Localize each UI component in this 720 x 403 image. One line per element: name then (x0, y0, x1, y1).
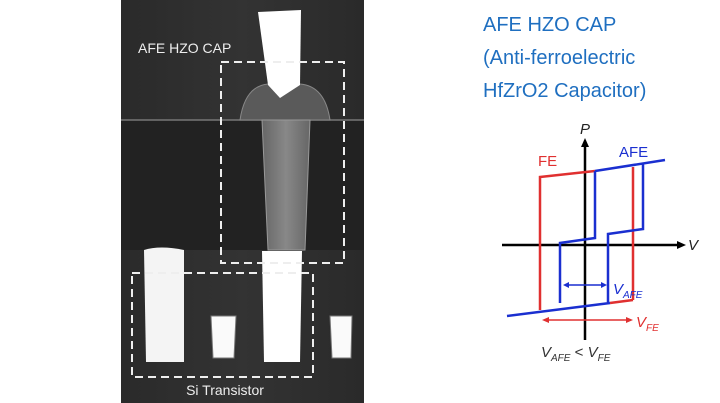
transistor-label: Si Transistor (186, 382, 264, 398)
y-axis-arrow (581, 138, 589, 147)
v-afe-label: VAFE (613, 281, 643, 301)
left-contact (144, 247, 184, 362)
top-contact (258, 10, 301, 98)
title-line-3: HfZrO2 Capacitor) (483, 80, 647, 102)
x-axis-arrow (677, 241, 686, 249)
p-axis-label: P (580, 121, 590, 138)
relation-label: VAFE < VFE (541, 344, 611, 364)
center-contact (262, 251, 302, 362)
cap-label: AFE HZO CAP (138, 40, 231, 56)
afe-label: AFE (619, 144, 648, 161)
hysteresis-diagram (502, 138, 686, 340)
tem-micrograph: AFE HZO CAP Si Transistor (121, 0, 364, 403)
fe-label: FE (538, 153, 557, 170)
v-axis-label: V (688, 237, 700, 254)
title-line-1: AFE HZO CAP (483, 14, 617, 36)
afe-loop (506, 158, 666, 318)
title-line-2: (Anti-ferroelectric (483, 47, 636, 69)
cap-dashed-box (220, 61, 345, 264)
fe-loop (538, 167, 635, 310)
v-fe-label: VFE (636, 314, 659, 334)
